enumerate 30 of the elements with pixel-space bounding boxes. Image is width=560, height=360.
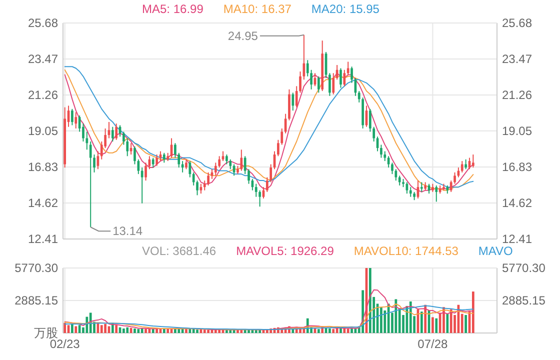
annotation: 13.14	[112, 224, 143, 238]
y-tick-label: 19.05	[28, 124, 58, 138]
text: MAVOL10: 1744.53	[354, 244, 459, 258]
y-tick-label: 5770.30	[14, 261, 58, 275]
y2-tick-label: 23.47	[502, 52, 532, 66]
text: VOL: 3681.46	[142, 244, 216, 258]
y2-tick-label: 16.83	[502, 160, 532, 174]
y2-tick-label: 2885.15	[502, 294, 546, 308]
y-tick-label: 16.83	[28, 160, 58, 174]
y2-tick-label: 5770.30	[502, 261, 546, 275]
y2-tick-label: 21.26	[502, 88, 532, 102]
y2-tick-label: 12.41	[502, 232, 532, 246]
text: MA20: 15.95	[311, 2, 380, 16]
y-tick-label: 万股	[34, 326, 58, 340]
y2-tick-label: 19.05	[502, 124, 532, 138]
annotation: 24.95	[228, 28, 258, 43]
text: MA5: 16.99	[142, 2, 204, 16]
x-tick-label: 07/28	[418, 337, 448, 351]
y-tick-label: 23.47	[28, 52, 58, 66]
y-tick-label: 21.26	[28, 88, 58, 102]
text: MAVOL5: 1926.29	[236, 244, 334, 258]
y-tick-label: 12.41	[28, 232, 58, 246]
y-tick-label: 25.68	[28, 16, 58, 30]
y2-tick-label: 25.68	[502, 16, 532, 30]
x-tick-label: 02/23	[50, 337, 80, 351]
y-tick-label: 14.62	[28, 196, 58, 210]
text: MA10: 16.37	[223, 2, 292, 16]
y2-tick-label: 14.62	[502, 196, 532, 210]
text: MAVO	[478, 244, 513, 258]
y-tick-label: 2885.15	[14, 294, 58, 308]
